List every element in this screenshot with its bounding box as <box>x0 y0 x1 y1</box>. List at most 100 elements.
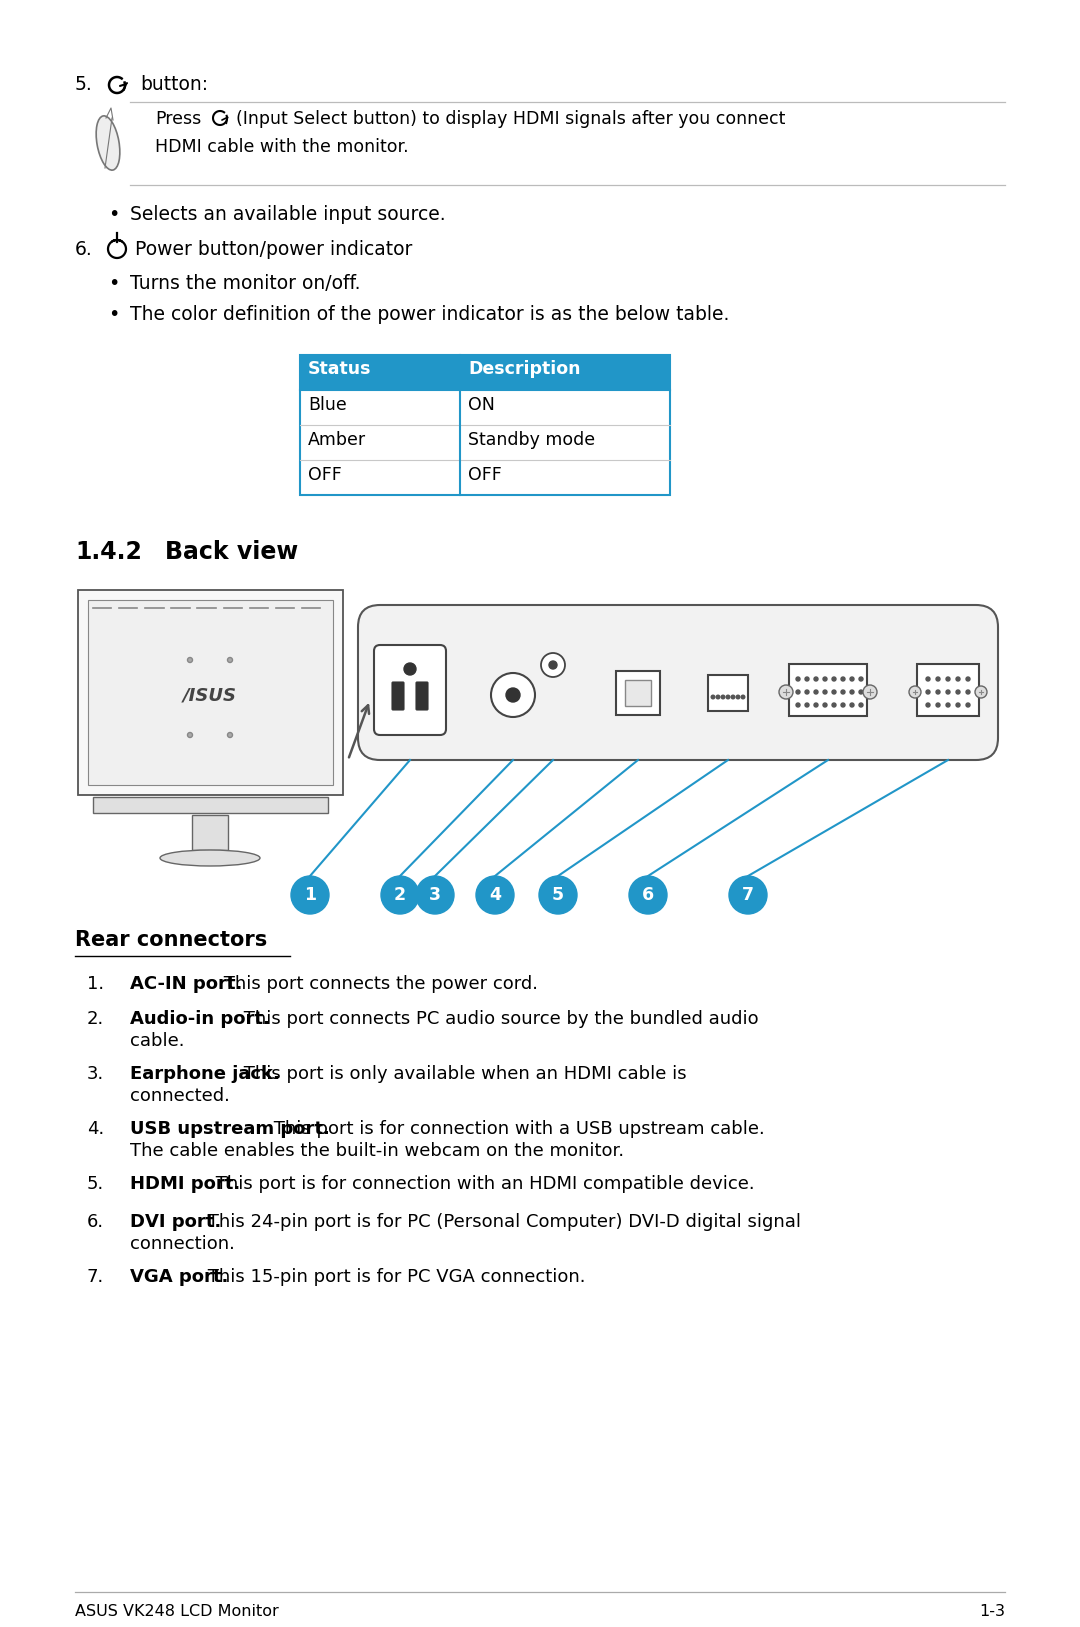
Circle shape <box>721 695 725 700</box>
Text: This port is only available when an HDMI cable is: This port is only available when an HDMI… <box>238 1066 687 1084</box>
Circle shape <box>737 695 740 700</box>
Text: connection.: connection. <box>130 1235 234 1253</box>
Text: 1-3: 1-3 <box>978 1604 1005 1619</box>
Text: 1.4.2: 1.4.2 <box>75 540 141 565</box>
Text: This port connects PC audio source by the bundled audio: This port connects PC audio source by th… <box>238 1010 758 1028</box>
Circle shape <box>832 690 836 695</box>
Circle shape <box>779 685 793 700</box>
Text: 7: 7 <box>742 887 754 905</box>
Circle shape <box>841 677 845 682</box>
Circle shape <box>926 690 930 695</box>
FancyBboxPatch shape <box>374 644 446 735</box>
Circle shape <box>188 657 192 662</box>
Circle shape <box>863 685 877 700</box>
Circle shape <box>946 690 950 695</box>
Circle shape <box>796 703 800 708</box>
Circle shape <box>491 674 535 718</box>
Text: 3.: 3. <box>87 1066 105 1084</box>
Circle shape <box>796 690 800 695</box>
Circle shape <box>731 695 734 700</box>
Circle shape <box>850 703 854 708</box>
Circle shape <box>507 688 519 701</box>
Circle shape <box>549 661 557 669</box>
Circle shape <box>832 677 836 682</box>
Circle shape <box>796 677 800 682</box>
Text: •: • <box>108 304 120 324</box>
Circle shape <box>946 703 950 708</box>
Text: (Input Select button) to display HDMI signals after you connect: (Input Select button) to display HDMI si… <box>237 111 785 129</box>
Text: Back view: Back view <box>165 540 298 565</box>
Text: 5.: 5. <box>87 1175 105 1193</box>
Circle shape <box>228 657 232 662</box>
Circle shape <box>805 690 809 695</box>
Circle shape <box>926 677 930 682</box>
Circle shape <box>729 875 767 914</box>
FancyBboxPatch shape <box>625 680 651 706</box>
Circle shape <box>805 677 809 682</box>
Text: 5: 5 <box>552 887 564 905</box>
Circle shape <box>909 687 921 698</box>
Circle shape <box>936 677 940 682</box>
Text: Amber: Amber <box>308 431 366 449</box>
Text: 2.: 2. <box>87 1010 105 1028</box>
FancyBboxPatch shape <box>708 675 748 711</box>
FancyBboxPatch shape <box>416 682 428 709</box>
FancyBboxPatch shape <box>192 815 228 849</box>
Circle shape <box>823 690 827 695</box>
Text: connected.: connected. <box>130 1087 230 1105</box>
Text: OFF: OFF <box>468 465 502 483</box>
Text: The color definition of the power indicator is as the below table.: The color definition of the power indica… <box>130 304 729 324</box>
FancyBboxPatch shape <box>917 664 978 716</box>
Circle shape <box>946 677 950 682</box>
Circle shape <box>823 703 827 708</box>
Text: DVI port.: DVI port. <box>130 1214 221 1232</box>
Text: Press: Press <box>156 111 201 129</box>
FancyBboxPatch shape <box>392 682 404 709</box>
FancyBboxPatch shape <box>78 591 343 796</box>
Text: This 15-pin port is for PC VGA connection.: This 15-pin port is for PC VGA connectio… <box>202 1267 585 1285</box>
Circle shape <box>805 703 809 708</box>
Circle shape <box>850 677 854 682</box>
Text: Status: Status <box>308 360 372 377</box>
Ellipse shape <box>96 116 120 171</box>
Circle shape <box>832 703 836 708</box>
Text: 6.: 6. <box>75 241 93 259</box>
Text: ON: ON <box>468 395 495 413</box>
Text: Turns the monitor on/off.: Turns the monitor on/off. <box>130 273 361 293</box>
Circle shape <box>859 677 863 682</box>
FancyBboxPatch shape <box>300 390 670 425</box>
Text: Description: Description <box>468 360 581 377</box>
Text: 4.: 4. <box>87 1119 105 1137</box>
Text: 3: 3 <box>429 887 441 905</box>
Circle shape <box>228 732 232 737</box>
Circle shape <box>859 690 863 695</box>
Circle shape <box>726 695 730 700</box>
Text: 1.: 1. <box>87 975 104 992</box>
Text: button:: button: <box>140 75 208 94</box>
Text: OFF: OFF <box>308 465 341 483</box>
FancyBboxPatch shape <box>87 600 333 784</box>
Text: 5.: 5. <box>75 75 93 94</box>
Circle shape <box>814 703 818 708</box>
Circle shape <box>936 690 940 695</box>
FancyBboxPatch shape <box>300 460 670 495</box>
Circle shape <box>539 875 577 914</box>
Text: 6.: 6. <box>87 1214 104 1232</box>
Circle shape <box>859 703 863 708</box>
Circle shape <box>814 690 818 695</box>
Text: This port is for connection with an HDMI compatible device.: This port is for connection with an HDMI… <box>210 1175 755 1193</box>
Text: Blue: Blue <box>308 395 347 413</box>
Circle shape <box>541 652 565 677</box>
Circle shape <box>956 677 960 682</box>
Circle shape <box>741 695 745 700</box>
FancyBboxPatch shape <box>789 664 867 716</box>
Text: This 24-pin port is for PC (Personal Computer) DVI-D digital signal: This 24-pin port is for PC (Personal Com… <box>202 1214 801 1232</box>
Text: Rear connectors: Rear connectors <box>75 931 267 950</box>
Circle shape <box>966 677 970 682</box>
Text: Selects an available input source.: Selects an available input source. <box>130 205 446 225</box>
Circle shape <box>936 703 940 708</box>
Text: 6: 6 <box>642 887 654 905</box>
Text: Audio-in port.: Audio-in port. <box>130 1010 270 1028</box>
Circle shape <box>291 875 329 914</box>
Circle shape <box>966 703 970 708</box>
